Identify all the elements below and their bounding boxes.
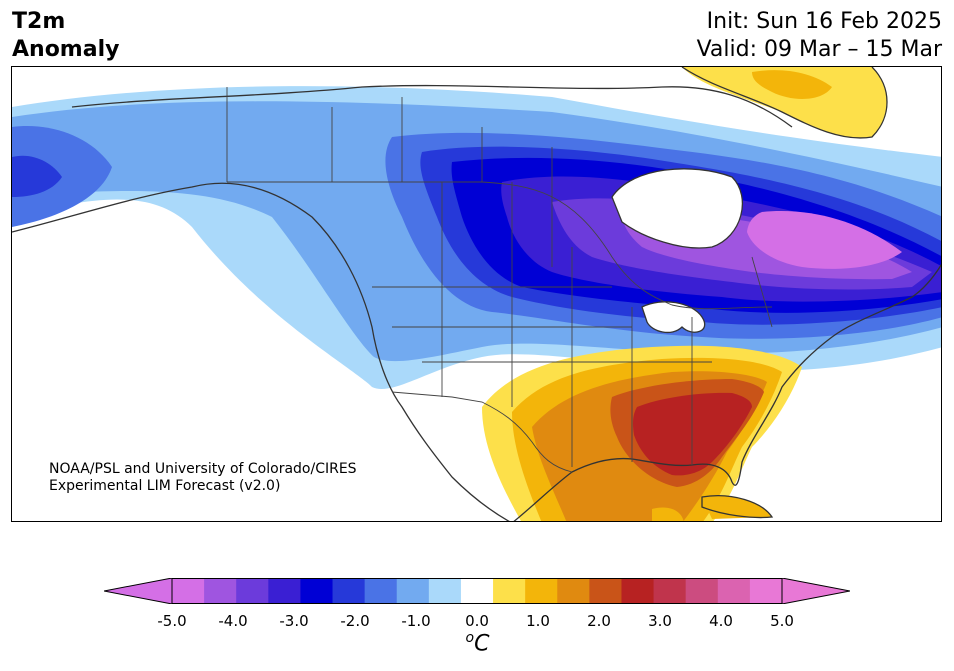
contour-plus-3 (633, 392, 752, 476)
colorbar-tick-label: -3.0 (279, 612, 309, 630)
forecast-dates: Init: Sun 16 Feb 2025 Valid: 09 Mar – 15… (697, 8, 942, 64)
credit-line-1: NOAA/PSL and University of Colorado/CIRE… (49, 461, 357, 477)
alaska-cold-core (12, 126, 112, 227)
colorbar-tick-label: 1.0 (526, 612, 550, 630)
colorbar-tick-label: -2.0 (340, 612, 370, 630)
greenland-coast (681, 67, 888, 139)
map-canvas (12, 67, 941, 521)
great-lakes-shape (642, 301, 705, 333)
colorbar-tick-label: -5.0 (157, 612, 187, 630)
colorbar-over-arrow (781, 578, 850, 604)
anomaly-map (11, 66, 942, 522)
valid-date: Valid: 09 Mar – 15 Mar (696, 37, 942, 62)
colorbar-segment (685, 578, 719, 604)
cold-anomaly-shading (12, 67, 941, 389)
arctic-coast (71, 84, 793, 128)
colorbar-segment (653, 578, 687, 604)
colorbar-segment (172, 578, 205, 604)
pacific-coastline (12, 182, 510, 521)
colorbar-tick-label: 2.0 (587, 612, 611, 630)
canada-us-border (227, 181, 773, 310)
greenland-warm (682, 67, 887, 138)
init-date: Init: Sun 16 Feb 2025 (706, 9, 942, 34)
colorbar-tick-label: 0.0 (465, 612, 489, 630)
cuba-coast (701, 495, 774, 519)
colorbar-segment (428, 578, 462, 604)
unit-celsius: C (474, 631, 490, 657)
great-lakes-coast (641, 301, 706, 334)
colorbar-outline (171, 578, 783, 604)
colorbar (104, 578, 850, 604)
greenland-warm-2 (752, 70, 832, 99)
colorbar-segment (268, 578, 301, 604)
colorbar-under-arrow (104, 578, 173, 604)
colorbar-segment (749, 578, 783, 604)
cuba-warm (702, 495, 772, 519)
colorbar-tick-label: -1.0 (401, 612, 431, 630)
hudson-bay-coast (611, 168, 744, 249)
colorbar-segment (396, 578, 430, 604)
contour-minus-5 (747, 211, 902, 269)
title-line-2: Anomaly (12, 37, 120, 62)
colorbar-segment (204, 578, 237, 604)
colorbar-segment (460, 578, 494, 604)
us-mexico-border (391, 391, 573, 473)
colorbar-segment (300, 578, 334, 604)
unit-degree: o (465, 630, 475, 646)
colorbar-segment (525, 578, 558, 604)
coastlines (12, 67, 941, 521)
colorbar-segment (557, 578, 590, 604)
colorbar-segment (332, 578, 366, 604)
colorbar-tick-label: 4.0 (709, 612, 733, 630)
yucatan-warm (652, 507, 684, 521)
colorbar-segment (236, 578, 269, 604)
credit-line-2: Experimental LIM Forecast (v2.0) (49, 478, 281, 494)
colorbar-segment (493, 578, 526, 604)
warm-anomaly-shading (482, 345, 802, 521)
colorbar-segment (364, 578, 398, 604)
political-borders (226, 87, 773, 473)
hudson-bay (612, 168, 743, 248)
alaska-cold-core-2 (12, 155, 62, 197)
colorbar-segment (589, 578, 622, 604)
colorbar-segment (717, 578, 751, 604)
colorbar-unit: oC (455, 630, 500, 656)
title-line-1: T2m (12, 9, 66, 34)
credit-text: NOAA/PSL and University of Colorado/CIRE… (49, 461, 357, 495)
colorbar-tick-label: -4.0 (218, 612, 248, 630)
map-title: T2m Anomaly (12, 8, 119, 64)
colorbar-segment (621, 578, 655, 604)
colorbar-tick-label: 3.0 (648, 612, 672, 630)
gulf-coastline (513, 264, 941, 521)
province-line-6 (751, 256, 773, 328)
colorbar-tick-label: 5.0 (770, 612, 794, 630)
